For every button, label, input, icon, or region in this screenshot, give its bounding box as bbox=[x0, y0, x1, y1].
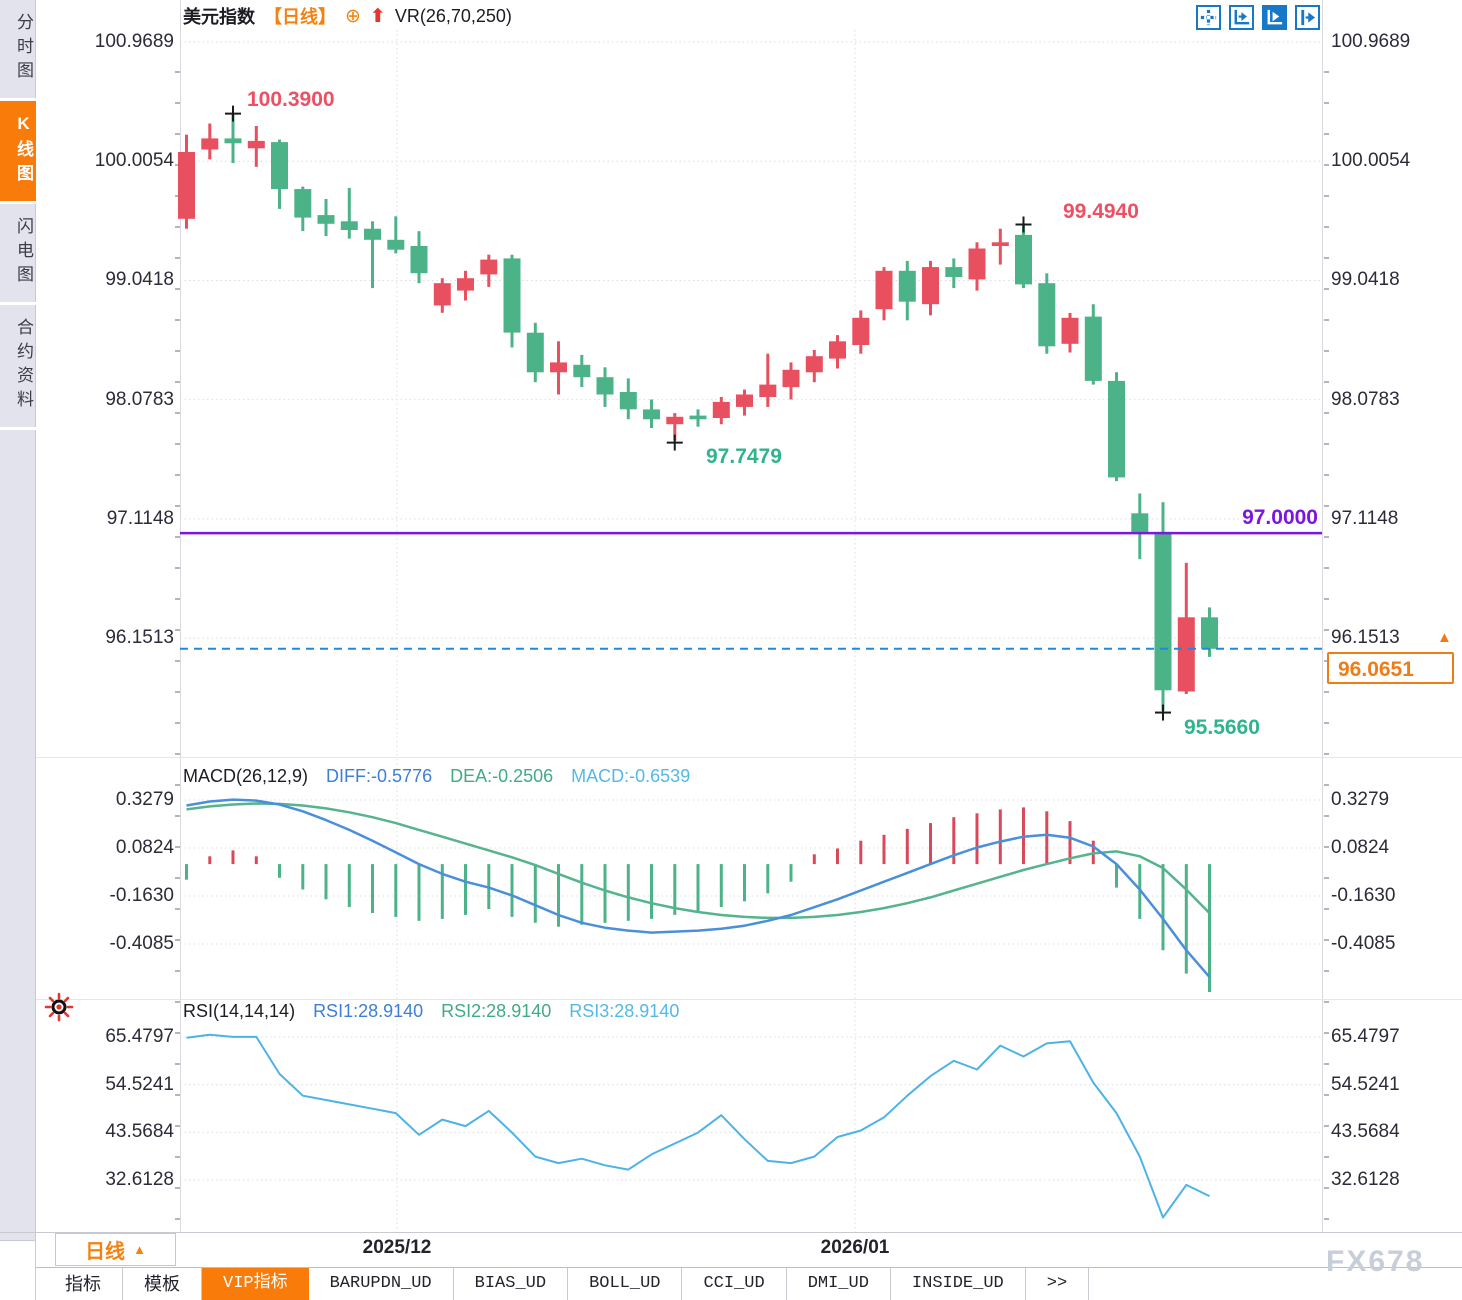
axis-play-icon[interactable] bbox=[1262, 5, 1287, 30]
support-line-label: 97.0000 bbox=[1242, 506, 1318, 529]
y-axis-label: 97.1148 bbox=[1331, 507, 1399, 529]
y-axis-label: -0.4085 bbox=[1331, 933, 1396, 955]
y-axis-label: 97.1148 bbox=[106, 507, 174, 529]
tab-[interactable]: 模板 bbox=[123, 1268, 202, 1300]
rsi2-value: RSI2:28.9140 bbox=[441, 1001, 552, 1021]
y-axis-label: 96.1513 bbox=[1331, 627, 1400, 649]
period-tag[interactable]: 【日线】 bbox=[264, 7, 336, 27]
rsi1-value: RSI1:28.9140 bbox=[313, 1001, 424, 1021]
y-axis-label: 100.0054 bbox=[94, 150, 174, 172]
last-price-badge: 96.0651 bbox=[1327, 652, 1454, 684]
macd-dea-value: DEA:-0.2506 bbox=[450, 766, 554, 786]
sidebar-item-0[interactable]: 分时图 bbox=[0, 0, 36, 101]
y-axis-label: 54.5241 bbox=[1331, 1073, 1400, 1095]
tab-dmi_ud[interactable]: DMI_UD bbox=[787, 1268, 891, 1300]
swing-low-label-2: 95.5660 bbox=[1184, 716, 1260, 739]
tab-bias_ud[interactable]: BIAS_UD bbox=[454, 1268, 569, 1300]
y-axis-label: 0.0824 bbox=[115, 837, 174, 858]
macd-label-row: MACD(26,12,9) DIFF:-0.5776 DEA:-0.2506 M… bbox=[183, 766, 690, 787]
period-selector-label: 日线 bbox=[85, 1241, 126, 1263]
sidebar-item-2[interactable]: 闪电图 bbox=[0, 204, 36, 305]
macd-title[interactable]: MACD(26,12,9) bbox=[183, 766, 309, 786]
up-arrow-icon: ⬆ bbox=[369, 5, 386, 27]
period-selector[interactable]: 日线 ▲ bbox=[55, 1233, 176, 1266]
swing-high-label-2: 99.4940 bbox=[1063, 200, 1139, 223]
y-axis-label: -0.4085 bbox=[109, 933, 174, 955]
tab-barupdn_ud[interactable]: BARUPDN_UD bbox=[309, 1268, 454, 1300]
period-selector-arrow-icon: ▲ bbox=[133, 1242, 146, 1257]
y-axis-label: 43.5684 bbox=[1331, 1121, 1400, 1143]
left-sidebar: 分时图 K线图 闪电图 合约资料 bbox=[0, 0, 36, 1240]
sidebar-item-1[interactable]: K线图 bbox=[0, 101, 36, 204]
pan-right-icon[interactable] bbox=[1295, 5, 1320, 30]
rsi-label-row: RSI(14,14,14) RSI1:28.9140 RSI2:28.9140 … bbox=[183, 1001, 679, 1022]
y-axis-label: 0.0824 bbox=[1331, 837, 1390, 858]
y-axis-label: 98.0783 bbox=[105, 388, 174, 410]
y-axis-label: 99.0418 bbox=[1331, 269, 1400, 291]
y-axis-label: 100.9689 bbox=[94, 31, 174, 52]
tab-[interactable]: 指标 bbox=[44, 1268, 123, 1300]
sidebar-item-3[interactable]: 合约资料 bbox=[0, 305, 36, 430]
y-axis-label: 65.4797 bbox=[105, 1026, 174, 1047]
y-axis-label: 100.0054 bbox=[1331, 150, 1411, 172]
chart-header: 美元指数 【日线】 ⊕ ⬆ VR(26,70,250) bbox=[183, 3, 512, 29]
macd-diff-value: DIFF:-0.5776 bbox=[326, 766, 433, 786]
tab-boll_ud[interactable]: BOLL_UD bbox=[568, 1268, 683, 1300]
y-axis-label: -0.1630 bbox=[1331, 885, 1396, 906]
y-axis-label: 99.0418 bbox=[105, 269, 174, 291]
y-axis-label: 100.9689 bbox=[1331, 31, 1411, 52]
y-axis-label: 0.3279 bbox=[1331, 789, 1390, 810]
overlay-indicator-label[interactable]: VR(26,70,250) bbox=[394, 5, 512, 26]
y-axis-label: 96.1513 bbox=[105, 627, 174, 649]
y-axis-label: 43.5684 bbox=[105, 1121, 174, 1143]
y-axis-label: 54.5241 bbox=[105, 1073, 174, 1095]
indicator-tab-bar: 指标 模板 VIP指标 BARUPDN_UD BIAS_UD BOLL_UD CCI_UD D… bbox=[36, 1267, 1462, 1300]
rsi-settings-icon[interactable] bbox=[44, 992, 74, 1022]
symbol-title: 美元指数 bbox=[183, 7, 255, 27]
rsi-title[interactable]: RSI(14,14,14) bbox=[183, 1001, 296, 1021]
tab-vip[interactable]: VIP指标 bbox=[202, 1268, 309, 1300]
y-axis-label: 65.4797 bbox=[1331, 1026, 1400, 1047]
add-indicator-icon[interactable]: ⊕ bbox=[345, 5, 361, 27]
tab-inside_ud[interactable]: INSIDE_UD bbox=[891, 1268, 1026, 1300]
chart-toolbar bbox=[1196, 5, 1320, 30]
swing-high-label-1: 100.3900 bbox=[247, 88, 335, 111]
x-axis-date-label: 2025/12 bbox=[362, 1237, 432, 1258]
tab-cci_ud[interactable]: CCI_UD bbox=[682, 1268, 787, 1300]
y-axis-label: 0.3279 bbox=[115, 789, 174, 810]
y-axis-label: 32.6128 bbox=[105, 1169, 174, 1190]
rsi3-value: RSI3:28.9140 bbox=[569, 1001, 680, 1021]
watermark: FX678 bbox=[1326, 1245, 1425, 1278]
swing-low-label-1: 97.7479 bbox=[706, 445, 782, 468]
y-axis-label: 98.0783 bbox=[1331, 388, 1400, 410]
x-axis-date-label: 2026/01 bbox=[820, 1237, 890, 1258]
tab->>[interactable]: >> bbox=[1026, 1268, 1090, 1300]
sidebar-bottom-box bbox=[0, 1240, 36, 1300]
last-price-arrow-icon: ▲ bbox=[1437, 629, 1452, 646]
y-axis-label: 32.6128 bbox=[1331, 1169, 1400, 1190]
axis-zoom-icon[interactable] bbox=[1229, 5, 1254, 30]
y-axis-label: -0.1630 bbox=[109, 885, 174, 906]
pan-crosshair-icon[interactable] bbox=[1196, 5, 1221, 30]
macd-macd-value: MACD:-0.6539 bbox=[571, 766, 691, 786]
